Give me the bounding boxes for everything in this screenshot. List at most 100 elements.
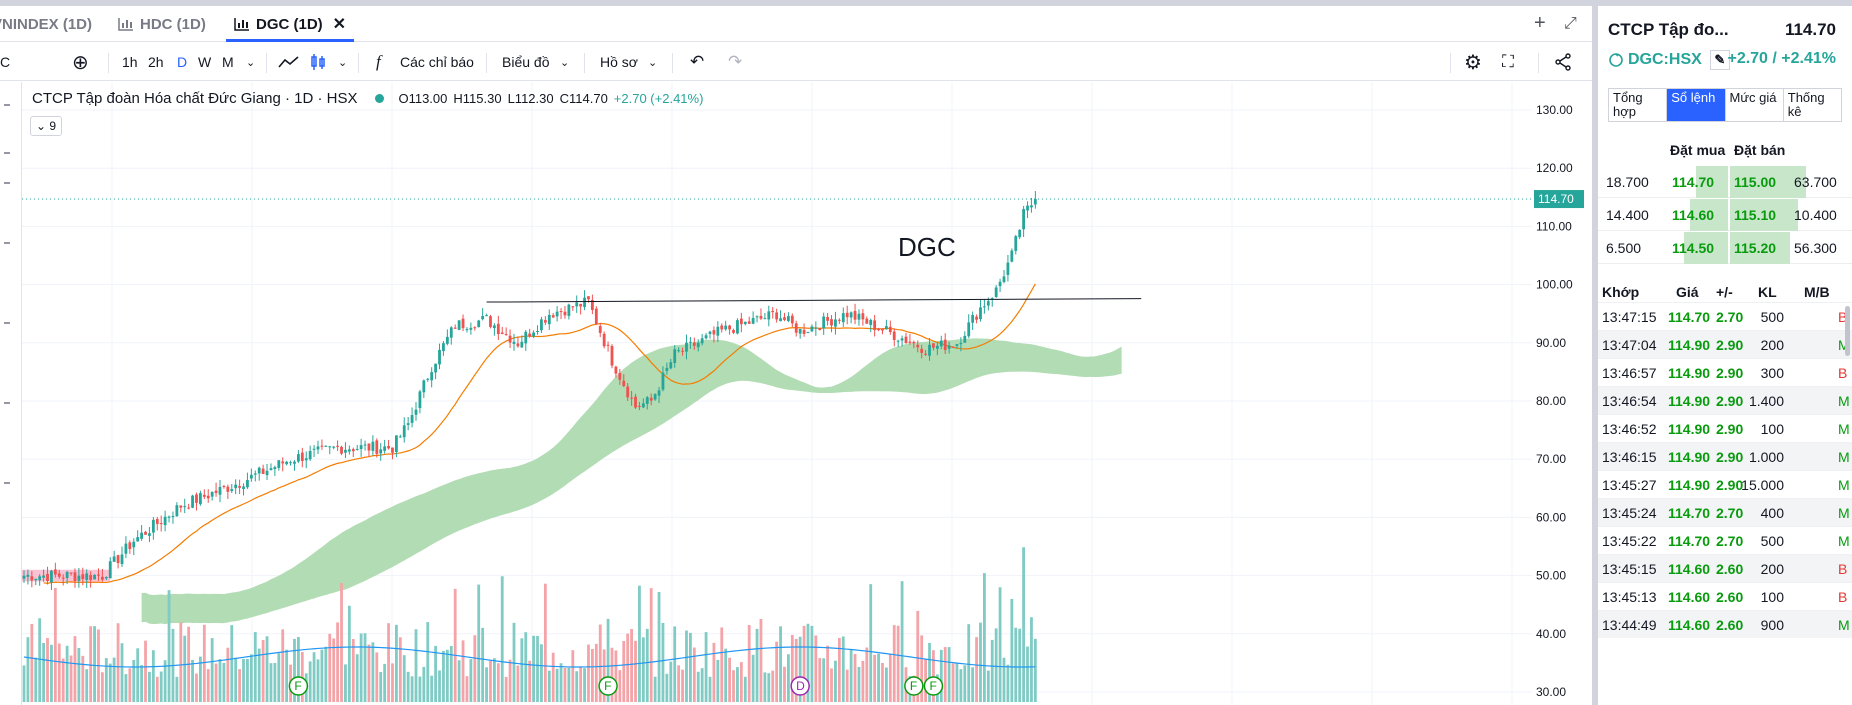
candle-body (104, 576, 108, 579)
undo-icon[interactable]: ↶ (690, 52, 705, 71)
orderbook-row[interactable]: 18.700 114.70 115.00 63.700 (1598, 166, 1852, 198)
candle-body (685, 342, 688, 352)
price-chart[interactable]: 130.00 120.00 110.00 100.00 90.00 80.00 70.00 6… (22, 82, 1592, 705)
candle-body (767, 311, 771, 320)
profile-button[interactable]: Hồ sơ (600, 54, 638, 70)
tab-summary[interactable]: Tổng hợp (1609, 89, 1668, 121)
tab-vnindex[interactable]: VNINDEX (1D) (0, 6, 92, 42)
interval-2h[interactable]: 2h (148, 54, 164, 70)
candle-style-icon[interactable] (310, 43, 326, 81)
trade-row[interactable]: 13:44:49 114.60 2.60 900 M (1598, 610, 1852, 638)
trade-row[interactable]: 13:46:57 114.90 2.90 300 B (1598, 358, 1852, 386)
close-icon[interactable]: ✕ (332, 16, 347, 33)
trade-time: 13:45:15 (1602, 561, 1657, 577)
indicators-button[interactable]: Các chỉ báo (400, 54, 474, 70)
trade-price: 114.90 (1668, 477, 1711, 493)
chevron-down-icon[interactable]: ⌄ (648, 56, 658, 69)
candle-body (398, 436, 402, 438)
tool-icon[interactable] (4, 104, 10, 106)
tool-icon[interactable] (4, 402, 10, 404)
chevron-down-icon[interactable]: ⌄ (338, 56, 348, 69)
trade-row[interactable]: 13:46:52 114.90 2.90 100 M (1598, 414, 1852, 442)
share-icon[interactable] (1554, 43, 1572, 81)
candle-body (677, 350, 681, 352)
candle-body (93, 574, 96, 580)
trade-row[interactable]: 13:45:24 114.70 2.70 400 M (1598, 498, 1852, 526)
last-price-badge (1534, 190, 1584, 209)
volume-bar (148, 671, 151, 702)
interval-m[interactable]: M (222, 54, 234, 70)
volume-bar (724, 648, 728, 702)
edit-icon[interactable]: ✎ (1709, 50, 1730, 70)
candle-body (438, 349, 441, 365)
trade-row[interactable]: 13:46:54 114.90 2.90 1.400 M (1598, 386, 1852, 414)
orderbook-row[interactable]: 14.400 114.60 115.10 10.400 (1598, 199, 1852, 231)
panel-change: +2.70 / +2.41% (1727, 50, 1836, 67)
compare-add-icon[interactable]: ⊕ (72, 51, 89, 74)
trade-row[interactable]: 13:45:22 114.70 2.70 500 M (1598, 526, 1852, 554)
interval-d[interactable]: D (177, 54, 188, 70)
volume-bar (34, 657, 38, 702)
volume-bar (1006, 664, 1010, 702)
tab-dgc[interactable]: DGC (1D) ✕ (225, 6, 355, 42)
chevron-down-icon[interactable]: ⌄ (560, 56, 570, 69)
trade-row[interactable]: 13:45:15 114.60 2.60 200 B (1598, 554, 1852, 582)
volume-bar (265, 636, 269, 702)
trade-row[interactable]: 13:45:27 114.90 2.90 15.000 M (1598, 470, 1852, 498)
candle-body (316, 446, 320, 450)
trade-row[interactable]: 13:45:13 114.60 2.60 100 B (1598, 582, 1852, 610)
volume-bar (104, 658, 108, 702)
volume-bar (422, 666, 426, 702)
symbol-fragment[interactable]: C (0, 54, 11, 70)
chart-type-button[interactable]: Biểu đồ (502, 54, 550, 70)
indicator-collapse-button[interactable]: ⌄ 9 (30, 116, 62, 136)
indicator-count: 9 (49, 119, 57, 133)
trade-row[interactable]: 13:47:15 114.70 2.70 500 B (1598, 302, 1852, 330)
chart-area[interactable]: 130.00 120.00 110.00 100.00 90.00 80.00 70.00 6… (22, 82, 1592, 705)
candle-body (1006, 262, 1010, 275)
tab-hdc[interactable]: HDC (1D) (118, 6, 206, 42)
y-tick-label: 50.00 (1536, 569, 1566, 583)
candle-body (896, 340, 900, 342)
legend-open: O113.00 (398, 91, 448, 106)
fullscreen-icon[interactable]: ⛶ (1502, 52, 1514, 71)
orderbook-row[interactable]: 6.500 114.50 115.20 56.300 (1598, 232, 1852, 264)
expand-icon[interactable]: ⤢ (1564, 15, 1577, 32)
interval-1h[interactable]: 1h (122, 54, 138, 70)
redo-icon[interactable]: ↷ (728, 52, 743, 71)
tab-price-levels[interactable]: Mức giá (1726, 89, 1784, 121)
candle-body (171, 516, 175, 518)
tool-icon[interactable] (4, 182, 10, 184)
candle-body (657, 390, 661, 396)
trade-row[interactable]: 13:46:15 114.90 2.90 1.000 M (1598, 442, 1852, 470)
add-tab-icon[interactable]: + (1534, 12, 1546, 34)
tab-statistics[interactable]: Thống kê (1787, 90, 1825, 119)
line-style-icon[interactable] (278, 43, 300, 81)
trade-row[interactable]: 13:47:04 114.90 2.90 200 M (1598, 330, 1852, 358)
volume-bar (226, 647, 230, 702)
chevron-down-icon[interactable]: ⌄ (246, 56, 256, 69)
candle-body (1014, 236, 1018, 251)
candle-body (449, 327, 453, 338)
volume-bar (202, 624, 206, 702)
trade-change: 2.60 (1716, 617, 1744, 633)
candle-body (128, 542, 132, 550)
candle-body (430, 372, 434, 381)
candle-body (528, 333, 532, 337)
tab-orderbook[interactable]: Sổ lệnh (1667, 89, 1726, 121)
panel-symbol[interactable]: DGC:HSX ✎ (1608, 50, 1730, 70)
tool-icon[interactable] (4, 482, 10, 484)
candle-body (845, 312, 849, 318)
candle-body (939, 340, 943, 347)
tool-icon[interactable] (4, 322, 10, 324)
volume-bar (532, 635, 535, 702)
scrollbar[interactable] (1845, 306, 1850, 356)
candle-body (308, 450, 312, 460)
tool-icon[interactable] (4, 242, 10, 244)
gear-icon[interactable]: ⚙ (1464, 51, 1482, 74)
candle-body (73, 572, 77, 582)
trade-change: 2.70 (1716, 505, 1744, 521)
tool-icon[interactable] (4, 152, 10, 154)
interval-w[interactable]: W (198, 54, 212, 70)
chart-symbol-watermark: DGC (898, 232, 956, 262)
